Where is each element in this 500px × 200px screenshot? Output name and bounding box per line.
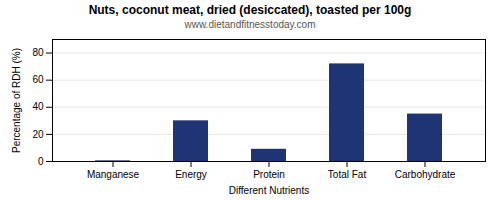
svg-text:40: 40 (32, 101, 44, 112)
svg-text:Total Fat: Total Fat (328, 169, 367, 180)
svg-text:Different Nutrients: Different Nutrients (229, 185, 309, 196)
svg-text:0: 0 (38, 156, 44, 167)
svg-text:80: 80 (32, 47, 44, 58)
svg-text:Percentage of RDH (%): Percentage of RDH (%) (11, 48, 22, 153)
svg-text:Carbohydrate: Carbohydrate (395, 169, 456, 180)
svg-text:Manganese: Manganese (87, 169, 140, 180)
html-text:Nuts, coconut meat, dried (des: Nuts, coconut meat, dried (desiccated), … (88, 3, 412, 17)
html-text:www.dietandfitnesstoday.com: www.dietandfitnesstoday.com (184, 19, 316, 30)
svg-text:20: 20 (32, 129, 44, 140)
svg-text:Energy: Energy (175, 169, 207, 180)
svg-text:60: 60 (32, 74, 44, 85)
svg-text:Protein: Protein (253, 169, 285, 180)
